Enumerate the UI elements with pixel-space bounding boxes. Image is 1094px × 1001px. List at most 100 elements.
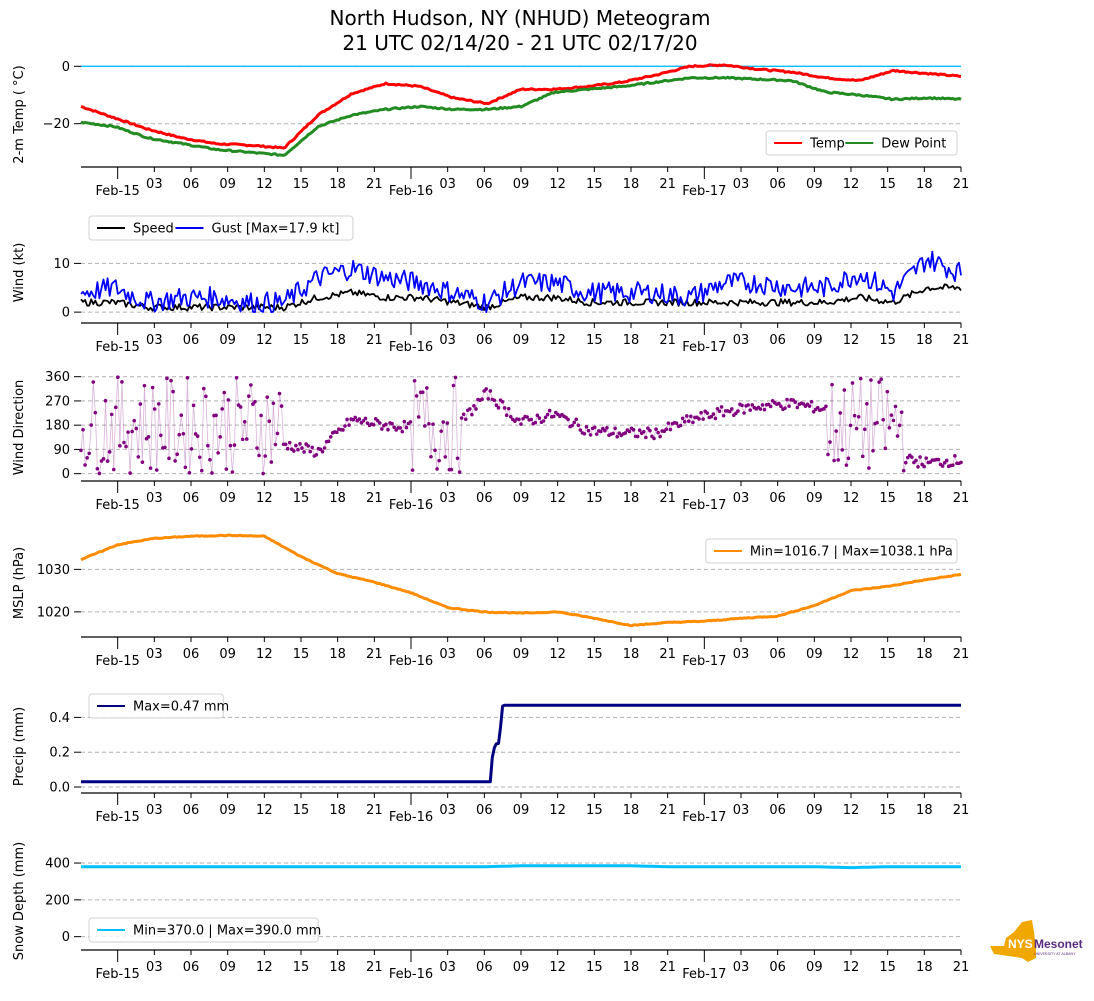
precip-xtick-label: 06 (183, 803, 200, 818)
precip-day-label: Feb-16 (389, 810, 433, 825)
wind-direction-point (850, 381, 855, 385)
wind-direction-point (425, 386, 429, 390)
nys-mesonet-logo: NYS Mesonet UNIVERSITY AT ALBANY (990, 920, 1083, 962)
wind-direction-point (204, 394, 208, 399)
precip-ytick-label: 0.4 (49, 711, 70, 726)
wind-direction-point (705, 411, 710, 415)
snow-xtick-label: 18 (329, 960, 346, 975)
wind-direction-point (89, 423, 94, 427)
wind-direction-point (455, 456, 460, 461)
wind-direction-point (691, 420, 695, 425)
wind-direction-point (218, 435, 222, 439)
wdir-xtick-label: 03 (733, 491, 750, 506)
wind-direction-point (713, 416, 718, 421)
wdir-xtick-label: 06 (476, 491, 493, 506)
wind-direction-point (357, 417, 362, 421)
wind-direction-point (445, 421, 450, 425)
wdir-xtick-label: 06 (183, 491, 200, 506)
snow-xtick-label: 09 (513, 960, 530, 975)
wind-direction-point (420, 390, 425, 395)
precip-xtick-label: 06 (769, 803, 786, 818)
wind-direction-point (146, 435, 151, 439)
wind-direction-point (251, 402, 255, 406)
wind-direction-point (840, 448, 845, 452)
wind-direction-point (871, 448, 875, 453)
wind-direction-point (719, 405, 724, 409)
wind-direction-point (742, 411, 746, 415)
wind-direction-point (914, 458, 918, 463)
wind-direction-point (793, 400, 798, 404)
wind-direction-point (689, 414, 693, 419)
wind-direction-point (613, 426, 617, 431)
wind-direction-point (664, 427, 669, 432)
precip-xtick-label: 03 (146, 803, 163, 818)
wind-direction-point (682, 419, 687, 424)
wind-direction-point (832, 458, 836, 463)
mslp-xtick-label: 03 (439, 647, 456, 662)
wind-direction-point (959, 460, 963, 465)
wind-direction-point (474, 407, 478, 411)
wind-direction-point (785, 397, 789, 402)
wind-direction-point (801, 402, 806, 406)
legend-label: Speed (133, 222, 174, 237)
wind-direction-point (83, 463, 87, 467)
wind-direction-point (345, 417, 349, 422)
snow-xtick-label: 03 (146, 960, 163, 975)
wind-direction-point (156, 402, 161, 406)
wdir-ytick-label: 270 (45, 394, 70, 409)
wdir-day-label: Feb-16 (389, 498, 433, 513)
mslp-day-label: Feb-17 (682, 654, 726, 669)
wind-direction-point (492, 398, 497, 403)
mslp-xtick-label: 12 (549, 647, 566, 662)
wind-direction-point (858, 376, 863, 381)
wind-direction-point (644, 435, 648, 440)
wdir-ylabel: Wind Direction (12, 380, 27, 476)
wind-direction-point (97, 471, 102, 476)
wind-direction-point (860, 454, 865, 459)
wind-direction-point (783, 406, 787, 411)
wind-direction-point (525, 415, 529, 419)
temp-ylabel: 2-m Temp ( °C) (12, 65, 27, 163)
wind-direction-point (400, 429, 405, 434)
wind-direction-point (535, 413, 540, 418)
wind-direction-point (296, 447, 300, 452)
wind-direction-point (459, 416, 464, 420)
wind-direction-point (377, 421, 382, 425)
wind-xtick-label: 12 (256, 333, 273, 348)
wdir-xtick-label: 09 (806, 491, 823, 506)
wind-direction-point (648, 428, 652, 433)
series-line-dew-point (80, 75, 962, 157)
wind-direction-point (351, 417, 355, 422)
precip-legend (88, 693, 224, 719)
precip-xtick-label: 09 (806, 803, 823, 818)
temp-xtick-label: 18 (623, 177, 640, 192)
wind-direction-point (678, 423, 683, 428)
wind-direction-point (709, 414, 714, 419)
wind-direction-point (226, 398, 231, 402)
wind-direction-point (335, 430, 339, 435)
temp-xtick-label: 12 (549, 177, 566, 192)
wind-direction-point (815, 405, 820, 410)
snow-xtick-label: 06 (476, 960, 493, 975)
wind-direction-point (347, 423, 351, 427)
wind-direction-point (727, 409, 732, 414)
wind-direction-point (951, 463, 955, 468)
wind-direction-point (903, 460, 908, 465)
wdir-xtick-label: 18 (916, 491, 933, 506)
wind-xtick-label: 12 (843, 333, 860, 348)
wind-direction-point (584, 425, 589, 429)
snow-day-label: Feb-17 (682, 967, 726, 982)
wdir-xtick-label: 18 (623, 491, 640, 506)
wind-direction-point (517, 417, 521, 422)
mslp-xtick-label: 12 (843, 647, 860, 662)
wind-direction-point (177, 432, 182, 437)
wind-direction-point (881, 417, 886, 422)
wind-direction-point (437, 458, 441, 463)
wind-direction-point (519, 422, 523, 426)
wind-xtick-label: 12 (549, 333, 566, 348)
mslp-ytick-label: 1030 (37, 563, 70, 578)
wind-direction-point (603, 428, 607, 433)
wind-direction-point (910, 455, 914, 459)
wind-direction-point (748, 408, 753, 412)
mslp-xtick-label: 18 (329, 647, 346, 662)
